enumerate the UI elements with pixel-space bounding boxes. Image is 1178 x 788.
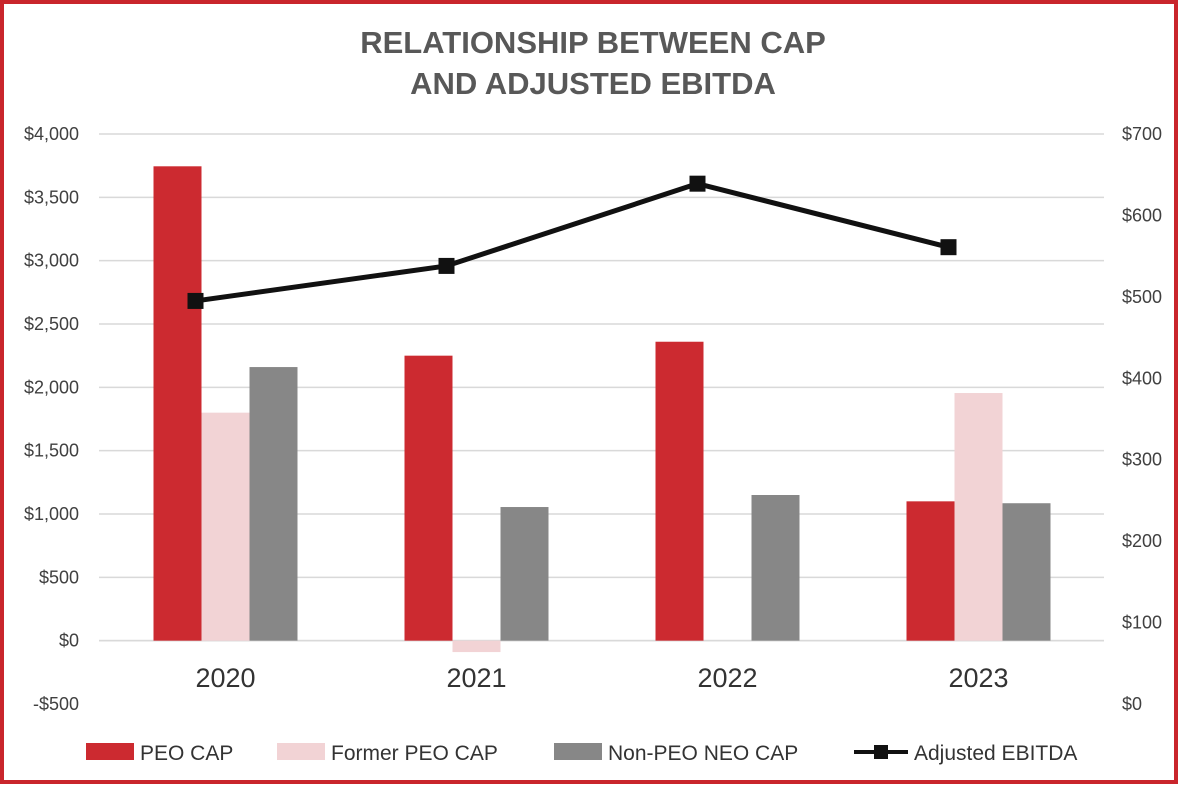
right-tick-label: $400: [1122, 368, 1162, 388]
left-tick-label: $3,500: [24, 187, 79, 207]
left-tick-label: $2,500: [24, 314, 79, 334]
left-tick-label: $0: [59, 631, 79, 651]
chart-title-line-1: RELATIONSHIP BETWEEN CAP: [360, 25, 826, 60]
left-tick-label: $1,500: [24, 441, 79, 461]
legend-item-non-peo-neo-cap-label: Non-PEO NEO CAP: [608, 742, 798, 765]
bars: [153, 166, 1051, 653]
left-tick-label: $3,000: [24, 251, 79, 271]
bar-former-peo-cap: [954, 393, 1003, 641]
bar-non-peo-neo-cap: [500, 507, 549, 641]
bar-former-peo-cap: [201, 412, 250, 641]
ebitda-line-path: [195, 181, 950, 304]
ebitda-marker: [438, 257, 455, 274]
legend-item-peo-cap-swatch: [86, 743, 134, 760]
bar-peo-cap: [655, 341, 704, 641]
legend-item-adjusted-ebitda-label: Adjusted EBITDA: [914, 742, 1077, 765]
ebitda-marker: [940, 239, 957, 256]
category-label: 2021: [446, 663, 506, 693]
chart-svg: RELATIONSHIP BETWEEN CAP AND ADJUSTED EB…: [24, 25, 1162, 765]
legend-item-former-peo-cap-label: Former PEO CAP: [331, 742, 498, 765]
bar-peo-cap: [153, 166, 202, 641]
legend-item-non-peo-neo-cap-swatch: [554, 743, 602, 760]
bar-peo-cap: [404, 355, 453, 641]
ebitda-line: [187, 175, 957, 309]
ebitda-marker: [689, 175, 706, 192]
bar-non-peo-neo-cap: [1002, 503, 1051, 641]
right-tick-label: $0: [1122, 694, 1142, 714]
ebitda-marker: [187, 292, 204, 309]
left-tick-label: $1,000: [24, 504, 79, 524]
chart-title: RELATIONSHIP BETWEEN CAP AND ADJUSTED EB…: [360, 25, 826, 101]
right-tick-label: $200: [1122, 531, 1162, 551]
legend-item-adjusted-ebitda-marker: [874, 745, 888, 759]
left-y-axis: -$500 $0 $500 $1,000 $1,500 $2,000 $2,500 $3,00…: [24, 124, 79, 714]
bar-peo-cap: [906, 501, 955, 641]
right-tick-label: $700: [1122, 124, 1162, 144]
left-tick-label: $500: [39, 567, 79, 587]
category-axis: 2020 2021 2022 2023: [195, 663, 1008, 693]
category-label: 2020: [195, 663, 255, 693]
bar-former-peo-cap: [452, 640, 501, 653]
right-tick-label: $600: [1122, 205, 1162, 225]
bar-non-peo-neo-cap: [751, 495, 800, 641]
legend: PEO CAP Former PEO CAP Non-PEO NEO CAP Adju…: [86, 742, 1077, 765]
bar-non-peo-neo-cap: [249, 367, 298, 641]
legend-item-peo-cap-label: PEO CAP: [140, 742, 233, 765]
left-tick-label: $2,000: [24, 377, 79, 397]
right-tick-label: $100: [1122, 613, 1162, 633]
left-tick-label: -$500: [33, 694, 79, 714]
category-label: 2023: [948, 663, 1008, 693]
left-tick-label: $4,000: [24, 124, 79, 144]
legend-item-former-peo-cap-swatch: [277, 743, 325, 760]
chart-title-line-2: AND ADJUSTED EBITDA: [410, 66, 776, 101]
right-tick-label: $500: [1122, 287, 1162, 307]
right-tick-label: $300: [1122, 450, 1162, 470]
right-y-axis: $0 $100 $200 $300 $400 $500 $600 $700: [1122, 124, 1162, 714]
category-label: 2022: [697, 663, 757, 693]
